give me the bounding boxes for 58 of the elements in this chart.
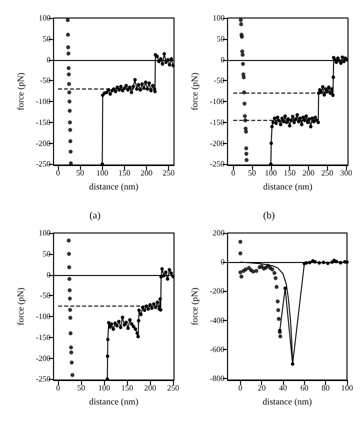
y-axis-title: force (pN) [16, 72, 26, 110]
y-tick-label: -150 [36, 118, 51, 127]
x-tick-label: 250 [321, 168, 334, 178]
y-tick-label: 200 [212, 228, 225, 238]
y-tick-label: -150 [210, 118, 225, 127]
y-tick-label: -50 [214, 76, 225, 86]
x-axis-title: distance (nm) [89, 181, 138, 192]
y-tick-label: -600 [210, 344, 225, 354]
y-tick-label: -250 [36, 160, 51, 169]
x-tick-label: 150 [121, 384, 134, 392]
x-tick-label: 60 [300, 384, 308, 392]
y-axis-title: force (pN) [190, 288, 200, 326]
y-tick-label: -400 [210, 316, 225, 325]
x-tick-label: 250 [162, 168, 175, 178]
x-tick-label: 80 [322, 384, 330, 392]
y-tick-label: -200 [36, 354, 51, 363]
x-tick-label: 100 [96, 168, 108, 178]
x-tick-label: 200 [144, 384, 156, 392]
x-tick-label: 0 [231, 168, 236, 178]
x-tick-label: 200 [140, 168, 153, 178]
x-tick-label: 50 [77, 384, 86, 392]
x-tick-label: 20 [258, 384, 266, 392]
x-tick-label: 50 [76, 168, 84, 178]
x-tick-label: 40 [279, 384, 288, 392]
x-tick-label: 250 [167, 384, 180, 392]
x-tick-label: 300 [340, 168, 352, 178]
y-tick-label: -200 [36, 138, 51, 148]
x-tick-label: 200 [302, 168, 314, 178]
text: (a) [89, 210, 101, 222]
y-axis-title: force (pN) [190, 72, 200, 110]
x-tick-label: 150 [118, 168, 130, 178]
y-tick-label: -100 [36, 312, 51, 322]
y-tick-label: -100 [210, 97, 225, 106]
x-tick-label: 50 [248, 168, 256, 178]
y-tick-label: 100 [212, 14, 225, 22]
y-tick-label: -100 [36, 97, 51, 106]
x-axis-title: distance (nm) [262, 396, 312, 406]
y-tick-label: -250 [210, 160, 225, 169]
x-tick-label: 0 [56, 168, 60, 178]
y-tick-label: -200 [210, 138, 225, 148]
x-tick-label: 100 [341, 384, 353, 392]
x-axis-title: distance (nm) [263, 181, 312, 192]
y-axis-title: force (pN) [16, 288, 26, 326]
y-tick-label: -50 [40, 76, 51, 86]
text: (b) [263, 210, 275, 222]
x-axis-title: distance (nm) [89, 396, 138, 406]
y-tick-label: 100 [38, 228, 51, 238]
y-tick-label: -200 [210, 286, 225, 296]
x-tick-label: 100 [264, 168, 277, 178]
x-tick-label: 0 [238, 384, 242, 392]
x-tick-label: 150 [284, 168, 296, 178]
y-tick-label: -50 [40, 291, 51, 300]
y-tick-label: -250 [36, 374, 51, 384]
y-tick-label: 100 [38, 14, 51, 22]
y-tick-label: -800 [210, 374, 225, 384]
y-tick-label: -150 [36, 332, 51, 342]
x-tick-label: 0 [56, 384, 60, 392]
x-tick-label: 100 [98, 384, 110, 392]
